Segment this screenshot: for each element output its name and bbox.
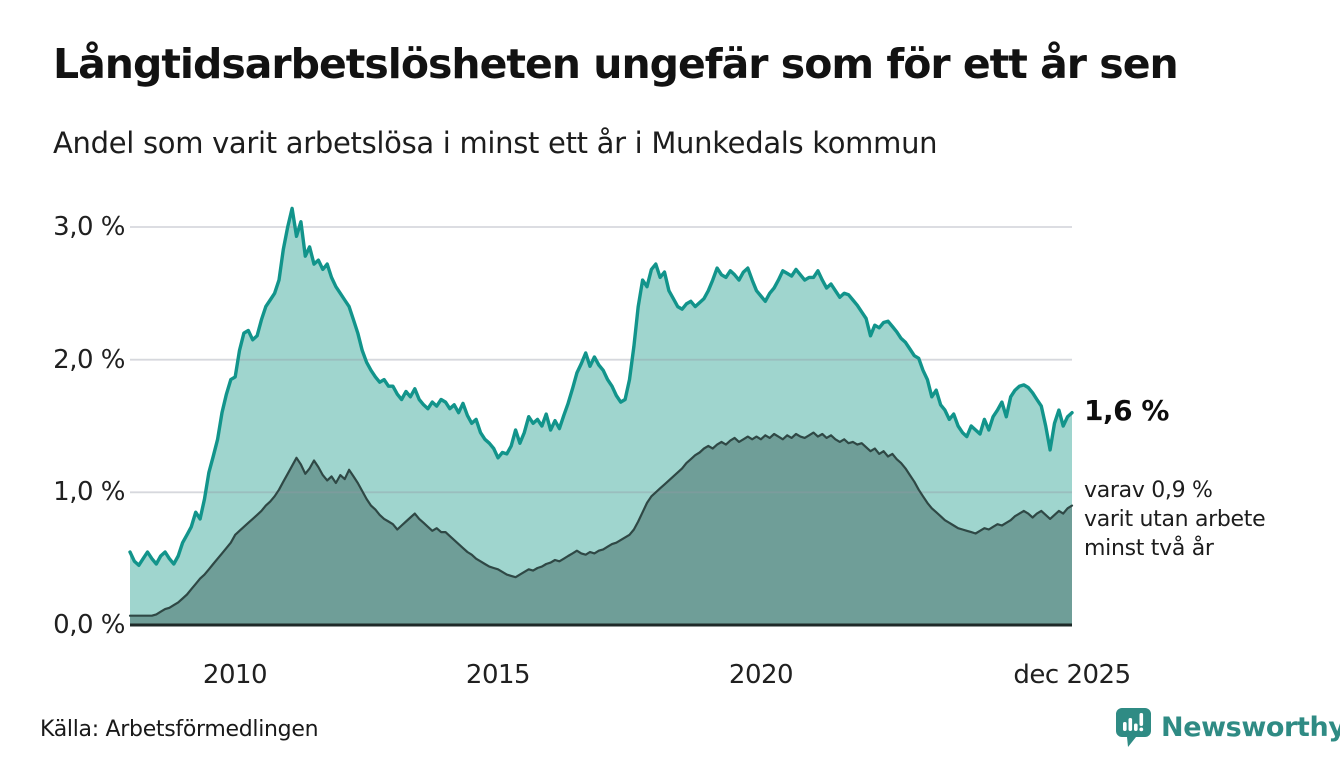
y-tick-label-0: 0,0 % (53, 610, 125, 640)
page-subtitle: Andel som varit arbetslösa i minst ett å… (53, 126, 938, 160)
logo-bar-3 (1134, 723, 1138, 731)
logo-exclamation-dot (1139, 727, 1144, 732)
note-line-2: varit utan arbete (1084, 507, 1266, 532)
logo-bubble-shape (1116, 708, 1151, 747)
note-line-3: minst två år (1084, 536, 1214, 561)
logo-bar-2 (1128, 718, 1133, 731)
x-tick-label-dec-2025: dec 2025 (1013, 660, 1131, 690)
source-label: Källa: Arbetsförmedlingen (40, 717, 319, 742)
newsworthy-logo-text: Newsworthy (1161, 712, 1340, 743)
line-1yr (128, 206, 1074, 567)
latest-value-label: 1,6 % (1084, 394, 1169, 427)
x-tick-label-2020: 2020 (728, 660, 794, 690)
note-line-1: varav 0,9 % (1084, 478, 1213, 503)
x-tick-label-2010: 2010 (202, 660, 268, 690)
area-fill-2yr (130, 432, 1072, 625)
y-tick-label-3: 3,0 % (53, 211, 125, 242)
newsworthy-logo-icon (1116, 708, 1151, 747)
y-tick-label-2: 2,0 % (53, 344, 125, 375)
newsworthy-branding: Newsworthy (1115, 707, 1340, 748)
line-2yr (128, 431, 1074, 617)
secondary-value-note: varav 0,9 % varit utan arbete minst två … (1084, 476, 1266, 563)
logo-exclamation-bar (1139, 713, 1144, 726)
page-title: Långtidsarbetslösheten ungefär som för e… (53, 40, 1179, 88)
x-tick-label-2015: 2015 (465, 660, 531, 690)
y-tick-label-1: 1,0 % (53, 477, 125, 508)
logo-bar-1 (1123, 722, 1127, 731)
